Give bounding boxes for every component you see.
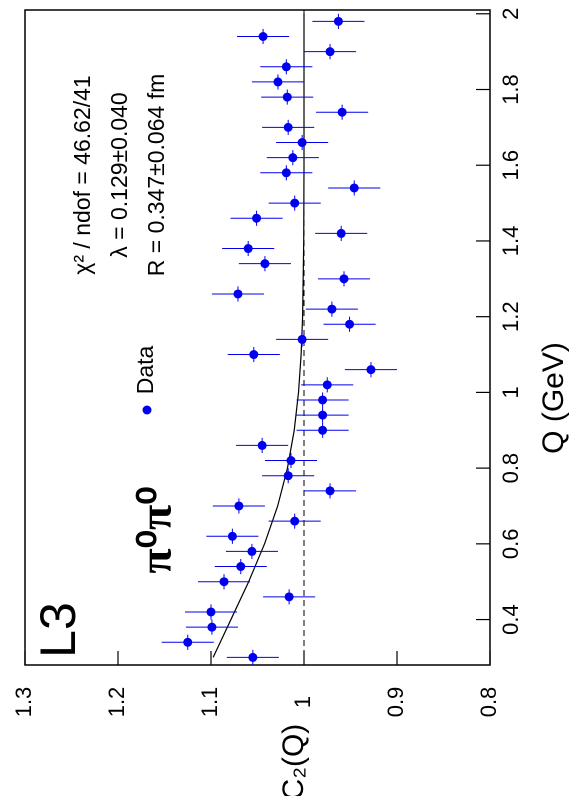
data-point [283,471,293,481]
data-point [248,652,258,662]
data-point [183,637,193,647]
data-point [281,168,291,178]
data-point [252,213,262,223]
data-point [297,138,307,148]
data-point [284,592,294,602]
data-point [227,531,237,541]
data-point [318,425,328,435]
x-tick-label: 1 [498,386,523,398]
data-point [233,289,243,299]
y-tick-label: 1 [290,696,315,708]
data-point [273,77,283,87]
data-point [325,486,335,496]
data-point [257,440,267,450]
y-tick-label: 1.2 [104,687,129,718]
y-tick-label: 1.1 [197,687,222,718]
legend-label: Data [132,346,158,395]
y-tick-label: 0.8 [476,687,501,718]
x-tick-label: 0.4 [498,604,523,635]
data-point [333,16,343,26]
y-tick-label: 0.9 [383,687,408,718]
data-point [339,274,349,284]
plot-frame [24,9,491,666]
data-point [288,153,298,163]
y-axis-title: C₂(Q) [277,724,310,796]
data-point [258,32,268,42]
data-point [243,244,253,254]
x-tick-label: 2 [498,8,523,20]
radius-label: R = 0.347±0.064 fm [143,74,169,277]
data-point [290,198,300,208]
x-tick-label: 1.8 [498,74,523,105]
x-tick-label: 1.6 [498,150,523,181]
x-axis-title: Q (GeV) [537,342,570,454]
data-point [247,546,257,556]
x-tick-label: 0.6 [498,529,523,560]
data-point [318,395,328,405]
data-point [286,456,296,466]
data-point [318,410,328,420]
data-point [283,122,293,132]
data-point [236,562,246,572]
y-tick-label: 1.3 [11,687,36,718]
experiment-label: L3 [30,602,86,658]
data-point [336,228,346,238]
lambda-label: λ = 0.129±0.040 [106,92,132,257]
data-point [206,607,216,617]
data-point [260,259,270,269]
data-point [366,365,376,375]
data-point [207,622,217,632]
data-point [290,516,300,526]
legend-marker [142,405,152,415]
data-point [219,577,229,587]
channel-label: π⁰π⁰ [130,486,181,573]
data-point [349,183,359,193]
data-point [327,304,337,314]
data-point [337,107,347,117]
x-tick-label: 1.2 [498,301,523,332]
data-point [297,334,307,344]
x-tick-label: 1.4 [498,226,523,257]
data-point [281,62,291,72]
data-point [322,380,332,390]
fit-curve [212,13,305,658]
chi2-label: χ² / ndof = 46.62/41 [69,75,95,274]
data-point [249,350,259,360]
data-point [325,47,335,57]
data-point [234,501,244,511]
data-point [282,92,292,102]
x-tick-label: 0.8 [498,453,523,484]
data-point [345,319,355,329]
